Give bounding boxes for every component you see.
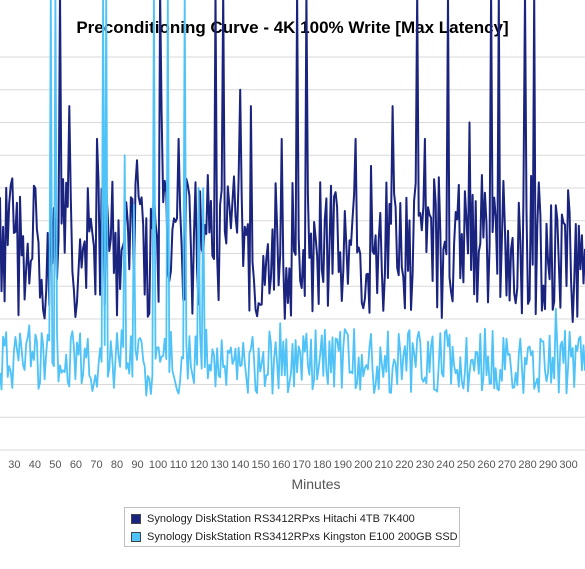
legend-label: Synology DiskStation RS3412RPxs Hitachi … — [147, 513, 415, 525]
x-tick-label: 30 — [8, 459, 20, 471]
x-tick-label: 120 — [190, 459, 208, 471]
legend-item-series-2: Synology DiskStation RS3412RPxs Kingston… — [131, 529, 458, 545]
x-tick-label: 150 — [252, 459, 270, 471]
x-tick-label: 260 — [477, 459, 495, 471]
series-lines — [0, 0, 585, 397]
x-tick-label: 290 — [539, 459, 557, 471]
x-tick-label: 220 — [395, 459, 413, 471]
x-tick-label: 160 — [272, 459, 290, 471]
x-tick-label: 130 — [210, 459, 228, 471]
x-tick-label: 280 — [518, 459, 536, 471]
legend-swatch — [131, 514, 141, 524]
x-axis-ticks: 30 40 50 60 70 80 90 100 110 120 130 140 150 160 170 18… — [8, 459, 578, 471]
legend-label: Synology DiskStation RS3412RPxs Kingston… — [147, 531, 458, 543]
legend-item-series-1: Synology DiskStation RS3412RPxs Hitachi … — [131, 511, 415, 527]
x-tick-label: 100 — [149, 459, 167, 471]
x-tick-label: 110 — [170, 459, 188, 471]
series-line-2 — [0, 0, 585, 397]
x-tick-label: 270 — [498, 459, 516, 471]
series-line-1 — [0, 0, 585, 323]
x-tick-label: 50 — [49, 459, 61, 471]
x-tick-label: 210 — [375, 459, 393, 471]
x-tick-label: 230 — [416, 459, 434, 471]
x-tick-label: 300 — [559, 459, 577, 471]
x-tick-label: 60 — [70, 459, 82, 471]
x-tick-label: 180 — [313, 459, 331, 471]
x-tick-label: 80 — [111, 459, 123, 471]
x-tick-label: 90 — [131, 459, 143, 471]
x-tick-label: 70 — [90, 459, 102, 471]
x-tick-label: 140 — [231, 459, 249, 471]
line-chart: 30 40 50 60 70 80 90 100 110 120 130 140 150 160 170 18… — [0, 0, 585, 471]
legend-swatch — [131, 532, 141, 542]
x-tick-label: 40 — [29, 459, 41, 471]
x-tick-label: 200 — [354, 459, 372, 471]
x-tick-label: 240 — [436, 459, 454, 471]
x-tick-label: 190 — [334, 459, 352, 471]
x-tick-label: 170 — [293, 459, 311, 471]
x-tick-label: 250 — [457, 459, 475, 471]
x-axis-label: Minutes — [291, 476, 341, 492]
legend: Synology DiskStation RS3412RPxs Hitachi … — [124, 507, 460, 547]
